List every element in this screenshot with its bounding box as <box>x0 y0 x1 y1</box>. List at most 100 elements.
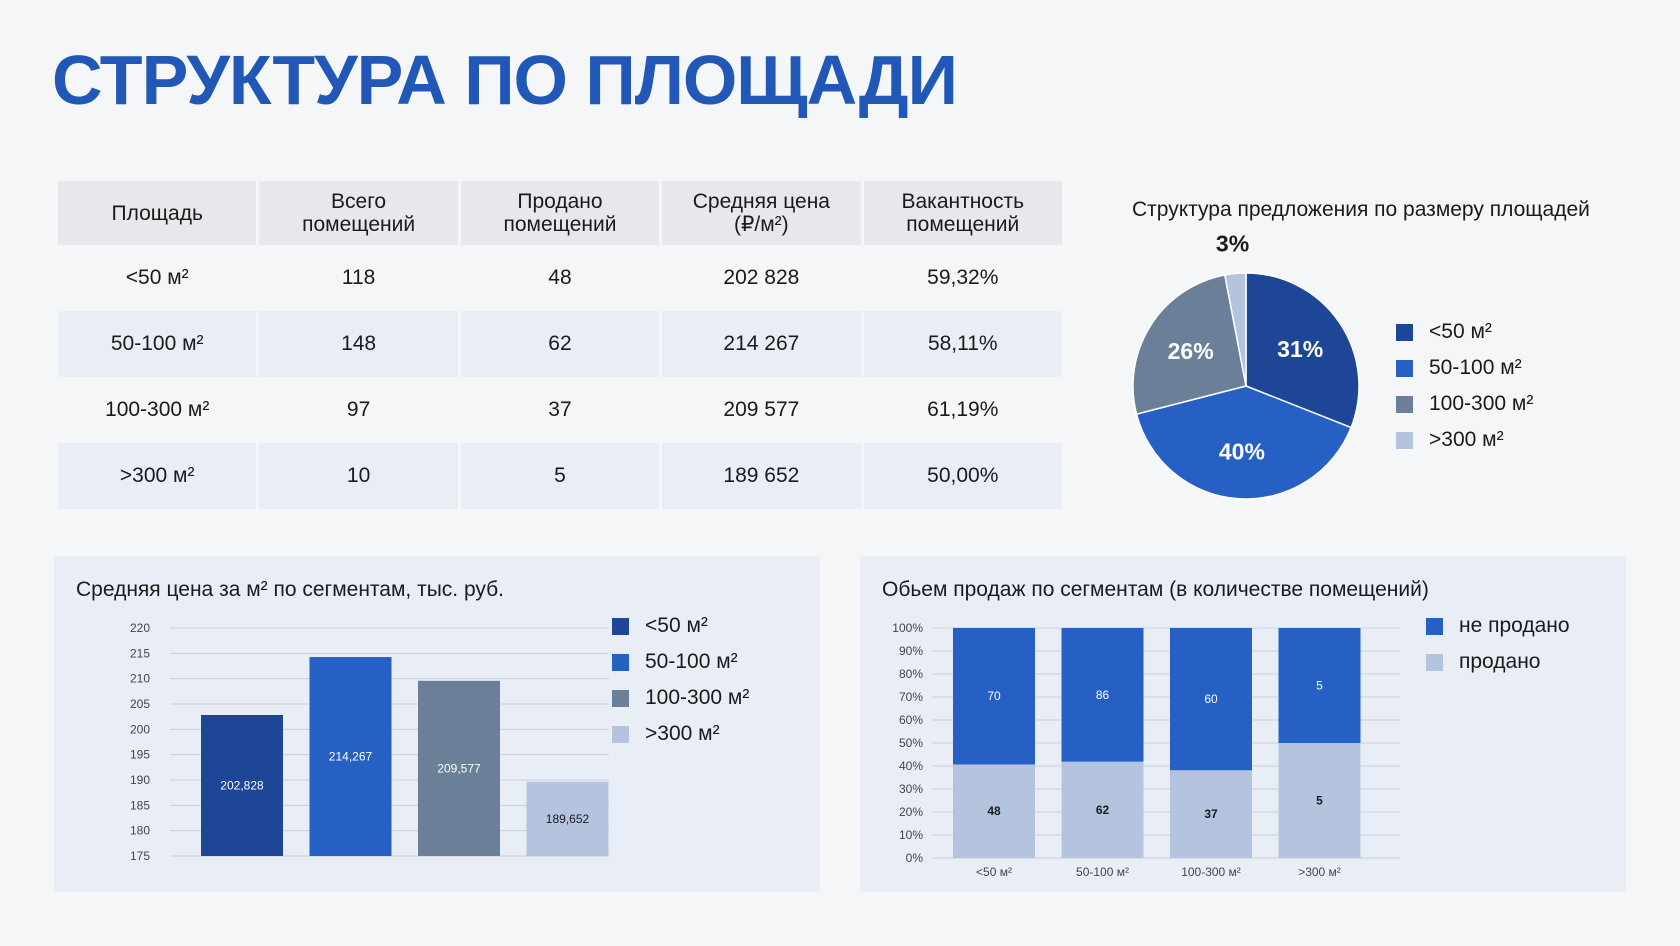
table-header-0: Площадь <box>58 181 257 245</box>
legend-swatch <box>1396 323 1413 341</box>
bar-data-label: 62 <box>1096 803 1110 817</box>
y-tick-label: 175 <box>130 849 150 863</box>
page-title: СТРУКТУРА ПО ПЛОЩАДИ <box>52 41 958 119</box>
y-tick-label: 220 <box>130 621 150 635</box>
table-cell: 100-300 м² <box>105 398 210 421</box>
table-cell: 209 577 <box>723 398 800 421</box>
table-cell: 10 <box>259 443 458 509</box>
table-row: 50-100 м² 148 62 214 267 58,11% <box>58 311 1062 377</box>
table-cell: 118 <box>341 266 376 289</box>
y-tick-label: 0% <box>906 851 924 865</box>
table-cell: 48 <box>548 266 572 289</box>
table-cell: 62 <box>460 311 660 377</box>
y-tick-label: 100% <box>892 621 923 635</box>
table-header-1: Всего помещений <box>259 181 458 245</box>
bar-segment-unsold <box>1278 628 1361 743</box>
area-structure-table: Площадь Всего помещений Продано помещений С… <box>55 181 1065 509</box>
y-tick-label: 185 <box>130 798 150 812</box>
y-tick-label: 60% <box>899 713 923 727</box>
y-tick-label: 180 <box>130 824 150 838</box>
legend-label: <50 м² <box>645 614 708 637</box>
table-cell: 61,19% <box>927 398 999 421</box>
pie-slice <box>1132 274 1247 416</box>
table-cell: >300 м² <box>58 443 257 509</box>
pie-legend: <50 м² 50-100 м² 100-300 м² >300 м² <box>1396 314 1533 458</box>
bar-data-label: 86 <box>1096 688 1110 702</box>
legend-label: 100-300 м² <box>645 686 750 709</box>
y-tick-label: 50% <box>899 736 923 750</box>
y-tick-label: 10% <box>899 828 923 842</box>
legend-item: 50-100 м² <box>1396 350 1533 386</box>
legend-swatch <box>1396 395 1413 413</box>
legend-label: 100-300 м² <box>1429 392 1534 415</box>
y-tick-label: 195 <box>130 748 150 762</box>
table-row: >300 м² 10 5 189 652 50,00% <box>58 443 1062 509</box>
bar-data-label: 214,267 <box>329 750 373 764</box>
table-cell: 214 267 <box>662 311 861 377</box>
legend-swatch <box>1396 359 1413 377</box>
bar <box>201 715 283 856</box>
y-tick-label: 30% <box>899 782 923 796</box>
table-cell: 50,00% <box>863 443 1062 509</box>
price-chart-title: Средняя цена за м² по сегментам, тыс. ру… <box>76 578 505 601</box>
bar-segment-sold <box>1278 743 1361 858</box>
bar-segment-unsold <box>1170 628 1252 771</box>
pie-slice <box>1223 272 1247 387</box>
legend-label: не продано <box>1459 614 1570 637</box>
bar-data-label: 5 <box>1316 679 1323 693</box>
bar-segment-unsold <box>1061 628 1144 762</box>
pie-value-label: 40% <box>1219 438 1265 464</box>
y-tick-label: 40% <box>899 759 923 773</box>
x-tick-label: <50 м² <box>976 865 1012 879</box>
legend-item: >300 м² <box>612 716 749 752</box>
bar-data-label: 60 <box>1204 692 1218 706</box>
table-header-3: Средняя цена (₽/м²) <box>662 181 861 245</box>
table-header-4: Вакантность помещений <box>863 181 1062 245</box>
table-cell: 59,32% <box>927 266 999 289</box>
y-tick-label: 190 <box>130 773 150 787</box>
legend-swatch <box>1396 431 1413 449</box>
legend-swatch <box>1426 653 1443 671</box>
legend-swatch <box>612 617 629 635</box>
legend-item: не продано <box>1426 608 1570 644</box>
pie-value-label: 31% <box>1277 336 1323 362</box>
pie-chart-title: Структура предложения по размеру площаде… <box>1132 198 1590 221</box>
table-cell: <50 м² <box>125 266 189 289</box>
y-tick-label: 215 <box>130 646 150 660</box>
table-cell: 202 828 <box>723 266 800 289</box>
sales-stacked-chart: 0% 10% 20% 30% 40% 50% 60% 70% 80% 90% 100% 70 48 <50… <box>892 621 1400 879</box>
legend-label: >300 м² <box>645 722 720 745</box>
y-tick-label: 70% <box>899 690 923 704</box>
price-chart-panel: Средняя цена за м² по сегментам, тыс. ру… <box>54 556 820 892</box>
y-tick-label: 205 <box>130 697 150 711</box>
legend-item: >300 м² <box>1396 422 1533 458</box>
pie-value-label: 26% <box>1168 338 1214 364</box>
sales-chart-legend: не продано продано <box>1426 608 1570 680</box>
bar <box>526 781 609 856</box>
table-cell: 50-100 м² <box>58 311 257 377</box>
y-tick-label: 20% <box>899 805 923 819</box>
table-cell: 37 <box>548 398 572 421</box>
bar-data-label: 5 <box>1316 794 1323 808</box>
bar-data-label: 202,828 <box>220 779 264 793</box>
y-tick-label: 210 <box>130 672 150 686</box>
bar-segment-sold <box>1061 761 1144 858</box>
sales-chart-panel: Обьем продаж по сегментам (в количестве … <box>860 556 1626 892</box>
legend-item: <50 м² <box>1396 314 1533 350</box>
x-tick-label: 100-300 м² <box>1181 865 1241 879</box>
bar-data-label: 209,577 <box>437 761 481 775</box>
legend-item: продано <box>1426 644 1570 680</box>
table-row: <50 м² 118 48 202 828 59,32% <box>58 245 1062 311</box>
x-tick-label: >300 м² <box>1298 865 1341 879</box>
price-chart-legend: <50 м² 50-100 м² 100-300 м² >300 м² <box>612 608 749 752</box>
price-bar-chart: 175 180 185 190 195 200 205 210 215 220 202,828 214… <box>130 621 609 863</box>
table-row: 100-300 м² 97 37 209 577 61,19% <box>58 377 1062 443</box>
table-cell: 148 <box>259 311 458 377</box>
legend-swatch <box>612 653 629 671</box>
pie-slice <box>1245 272 1360 429</box>
bar-segment-sold <box>953 764 1035 858</box>
y-tick-label: 80% <box>899 667 923 681</box>
table-cell: 189 652 <box>662 443 861 509</box>
table-header-2: Продано помещений <box>460 181 660 245</box>
sales-chart-title: Обьем продаж по сегментам (в количестве … <box>882 578 1429 601</box>
